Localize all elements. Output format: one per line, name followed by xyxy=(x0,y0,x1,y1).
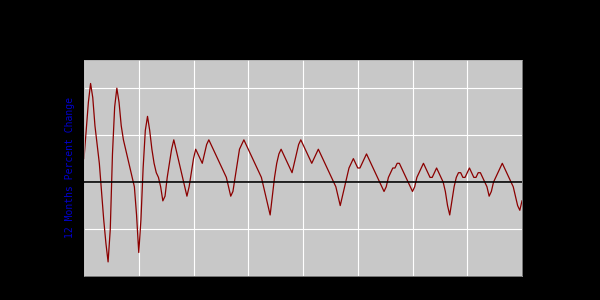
Y-axis label: 12 Months Percent Change: 12 Months Percent Change xyxy=(65,98,75,238)
